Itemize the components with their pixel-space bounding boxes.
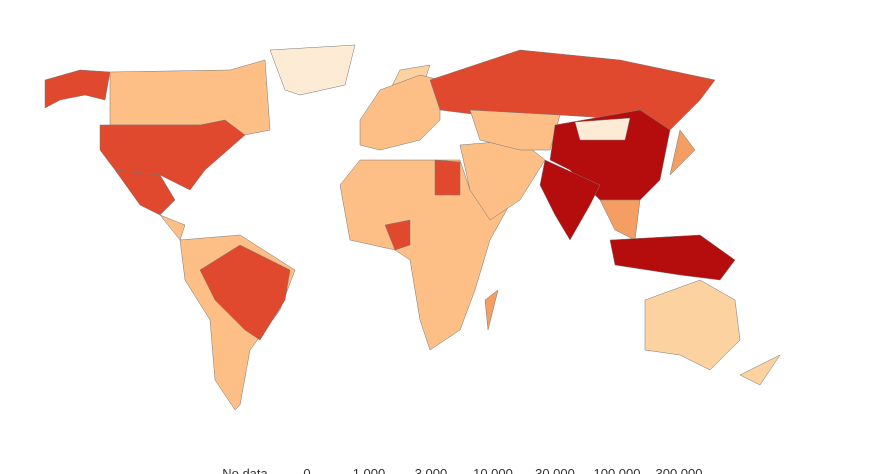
- madagascar: [484, 289, 499, 331]
- india: [539, 159, 601, 241]
- legend: No data 0 1,000 3,000 10,000 30,000 100,000 300…: [222, 466, 702, 474]
- africa: [339, 159, 516, 351]
- new-zealand: [739, 354, 781, 386]
- europe: [359, 74, 441, 151]
- legend-label: 100,000: [594, 466, 641, 474]
- legend-label: 10,000: [473, 466, 513, 474]
- legend-label: 1,000: [353, 466, 386, 474]
- greenland: [269, 44, 356, 96]
- indonesia: [609, 234, 736, 281]
- mongolia: [574, 117, 631, 141]
- japan: [669, 129, 696, 176]
- legend-label: 300,000: [656, 466, 703, 474]
- southeast-asia: [599, 199, 641, 241]
- nigeria: [384, 219, 411, 251]
- central-asia: [469, 109, 561, 151]
- alaska: [44, 69, 111, 109]
- egypt: [434, 159, 461, 196]
- usa: [99, 119, 246, 191]
- countries: [44, 44, 781, 411]
- legend-label: 30,000: [535, 466, 575, 474]
- legend-label: 3,000: [415, 466, 448, 474]
- central-america: [159, 214, 186, 241]
- mexico: [114, 169, 176, 216]
- brazil: [199, 244, 291, 341]
- australia: [644, 279, 741, 371]
- legend-label: No data: [222, 466, 268, 474]
- legend-label: 0: [303, 466, 310, 474]
